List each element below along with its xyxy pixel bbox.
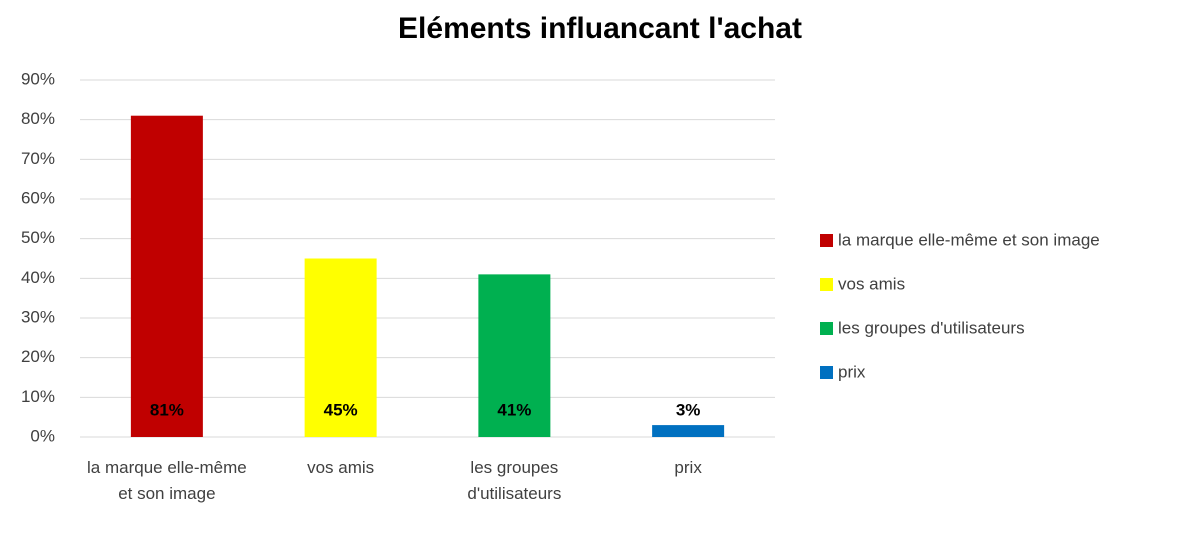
legend-label: les groupes d'utilisateurs (838, 318, 1025, 337)
y-tick-label: 80% (21, 109, 55, 128)
legend-label: vos amis (838, 274, 905, 293)
y-tick-label: 10% (21, 387, 55, 406)
data-label: 41% (497, 400, 531, 419)
bar (304, 258, 377, 437)
y-tick-label: 90% (21, 69, 55, 88)
y-tick-label: 60% (21, 188, 55, 207)
chart-title: Eléments influancant l'achat (398, 12, 802, 45)
y-tick-label: 70% (21, 149, 55, 168)
x-tick-label: prix (674, 458, 702, 477)
data-label: 3% (676, 400, 701, 419)
x-tick-label: la marque elle-même et son image (87, 458, 247, 503)
legend-label: prix (838, 362, 866, 381)
legend-swatch (820, 278, 833, 291)
bar (652, 425, 725, 437)
legend-swatch (820, 366, 833, 379)
legend-label: la marque elle-même et son image (838, 230, 1100, 249)
x-tick-label: les groupes d'utilisateurs (467, 458, 562, 503)
x-tick-label: vos amis (307, 458, 375, 477)
y-tick-label: 20% (21, 347, 55, 366)
bar (478, 274, 551, 437)
legend-swatch (820, 234, 833, 247)
data-label: 81% (150, 400, 184, 419)
data-label: 45% (324, 400, 358, 419)
bar (130, 115, 203, 437)
legend-swatch (820, 322, 833, 335)
y-tick-label: 0% (30, 426, 55, 445)
y-tick-label: 30% (21, 307, 55, 326)
y-tick-label: 40% (21, 268, 55, 287)
y-tick-label: 50% (21, 228, 55, 247)
